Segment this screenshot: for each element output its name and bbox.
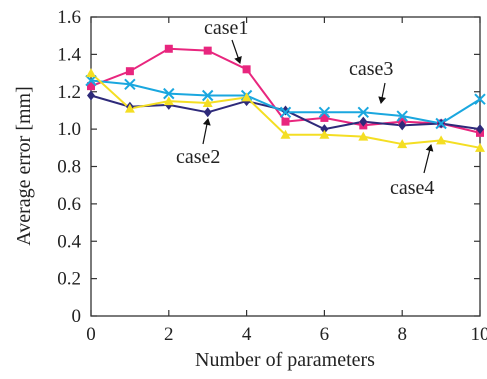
data-point-case4 (124, 103, 135, 113)
series-markers (85, 44, 486, 152)
data-point-case4 (319, 129, 330, 139)
data-point-case1 (203, 46, 212, 55)
y-tick-label: 0 (72, 306, 82, 327)
data-point-case1 (242, 65, 251, 74)
data-point-case3 (163, 87, 175, 100)
data-point-case4 (280, 129, 291, 139)
annotation-arrow-case2 (202, 118, 211, 145)
annotation-arrow-case3 (378, 82, 387, 104)
data-point-case3 (124, 78, 136, 90)
data-point-case4 (241, 92, 252, 102)
data-point-case3 (357, 106, 370, 119)
annotation-arrow-case4 (423, 144, 434, 174)
data-point-case1 (281, 117, 290, 126)
x-tick-label: 10 (471, 324, 487, 345)
data-point-case1 (87, 82, 95, 91)
x-tick-label: 2 (164, 324, 174, 345)
data-point-case2 (320, 124, 329, 135)
data-point-case4 (436, 135, 447, 145)
y-tick-label: 1.6 (57, 7, 81, 28)
y-tick-labels: 0 0.2 0.4 0.6 0.8 1.0 1.2 1.4 1.6 (57, 7, 81, 327)
y-tick-label: 0.4 (57, 231, 81, 252)
data-point-case2 (87, 90, 95, 101)
annotation-case3: case3 (349, 58, 393, 80)
x-tick-label: 0 (86, 324, 96, 345)
y-tick-label: 1.0 (57, 119, 81, 140)
data-point-case4 (202, 97, 213, 107)
annotation-case2: case2 (176, 146, 220, 168)
plot-frame (90, 16, 481, 317)
data-point-case3 (396, 110, 408, 122)
data-point-case4 (86, 68, 96, 78)
data-point-case3 (474, 93, 486, 105)
y-tick-label: 0.2 (57, 269, 81, 290)
data-point-case4 (163, 96, 174, 106)
data-point-case3 (435, 117, 447, 130)
data-point-case2 (476, 124, 484, 135)
data-point-case3 (85, 74, 97, 87)
x-tick-label: 8 (397, 324, 407, 345)
data-point-case3 (318, 106, 331, 119)
y-tick-label: 1.4 (57, 44, 81, 65)
y-tick-label: 1.2 (57, 82, 81, 103)
x-tick-label: 4 (242, 324, 252, 345)
data-point-case4 (397, 139, 408, 149)
data-point-case2 (203, 107, 212, 118)
annotation-case4: case4 (390, 177, 434, 199)
data-point-case3 (279, 106, 292, 119)
x-tick-label: 6 (320, 324, 330, 345)
x-tick-labels: 0 2 4 6 8 10 (86, 324, 487, 345)
data-point-case1 (164, 44, 173, 53)
axis-ticks (90, 16, 481, 317)
data-point-case1 (320, 113, 329, 122)
y-tick-label: 0.8 (57, 157, 81, 178)
data-point-case2 (359, 116, 368, 127)
data-point-case1 (125, 67, 134, 76)
data-point-case2 (398, 120, 407, 131)
annotation-arrow-case1 (231, 39, 242, 64)
data-point-case4 (475, 142, 485, 152)
series-line-case3 (90, 79, 481, 125)
data-point-case4 (358, 131, 369, 141)
annotation-case1: case1 (204, 17, 248, 39)
y-axis-label: Average error [mm] (13, 86, 35, 246)
x-axis-label: Number of parameters (195, 349, 375, 371)
data-point-case3 (201, 89, 214, 102)
y-tick-label: 0.6 (57, 194, 81, 215)
